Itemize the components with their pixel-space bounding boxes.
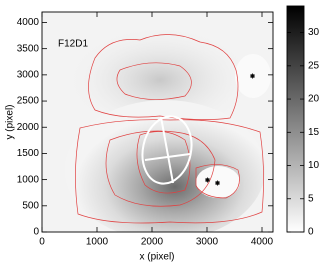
x-axis-label: x (pixel) <box>139 252 174 263</box>
plot-frame <box>41 11 274 233</box>
y-tick-label: 1000 <box>17 174 40 185</box>
y-tick-label: 4000 <box>17 17 40 28</box>
annotation: F12D1 <box>58 39 88 50</box>
x-tick-label: 1000 <box>86 237 109 248</box>
colorbar-tick-label: 30 <box>308 27 320 38</box>
y-tick-label: 1500 <box>17 148 40 159</box>
colorbar-tick-label: 15 <box>308 127 320 138</box>
image <box>42 12 273 232</box>
colorbar-tick-label: 25 <box>308 60 320 71</box>
y-tick-label: 3500 <box>17 43 40 54</box>
aperture <box>141 115 193 185</box>
colorbar-tick-label: 20 <box>308 94 320 105</box>
y-axis-label: y (pixel) <box>5 104 16 139</box>
y-tick-label: 0 <box>33 227 39 238</box>
y-tick-label: 3000 <box>17 69 40 80</box>
x-tick-label: 0 <box>39 237 45 248</box>
x-tick-label: 4000 <box>251 237 274 248</box>
y-tick-label: 2500 <box>17 96 40 107</box>
y-tick-label: 2000 <box>17 122 40 133</box>
x-tick-label: 3000 <box>196 237 219 248</box>
star-markers <box>205 73 255 186</box>
colorbar <box>286 5 305 233</box>
contours <box>75 34 264 224</box>
y-tick-label: 500 <box>22 200 39 211</box>
colorbar-tick-label: 10 <box>308 160 320 171</box>
x-tick-label: 2000 <box>141 237 164 248</box>
colorbar-tick-label: 5 <box>308 193 314 204</box>
colorbar-tick-label: 0 <box>308 227 314 238</box>
